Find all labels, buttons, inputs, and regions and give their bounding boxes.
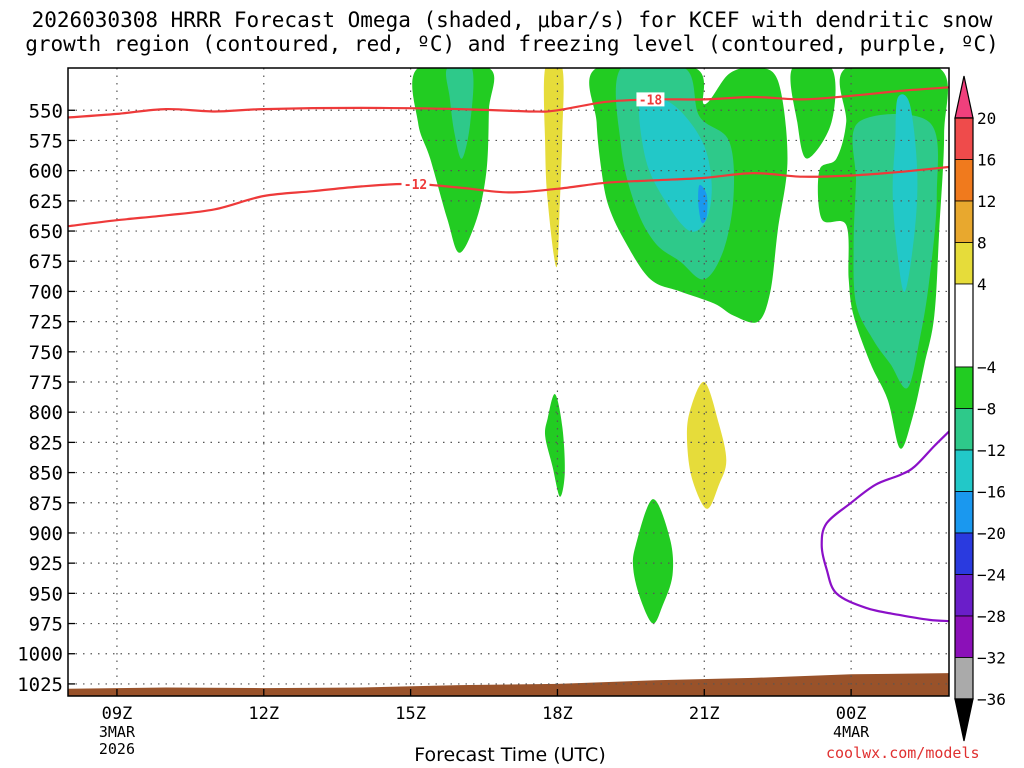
y-tick-label: 925 [29, 553, 63, 575]
y-tick-label: 950 [29, 583, 63, 605]
colorbar-band [954, 283, 974, 368]
colorbar-label: −24 [977, 566, 1006, 585]
y-tick-label: 875 [29, 493, 63, 515]
omega-area-21z-green-right [790, 68, 836, 159]
colorbar-band [954, 657, 974, 700]
x-tick-label: 09Z [102, 704, 133, 724]
colorbar: 20 16 12 8 4 −4 −8 −12 −16 −20 −24 −28 −32 −36 [954, 75, 1006, 742]
colorbar-band [954, 366, 974, 409]
colorbar-band [954, 615, 974, 658]
y-tick-label: 700 [29, 281, 63, 303]
y-tick-label: 825 [29, 432, 63, 454]
colorbar-label: 12 [977, 192, 996, 211]
colorbar-band [954, 117, 974, 160]
isotherm-label: -18 [639, 93, 663, 108]
isotherm-label: -12 [404, 178, 427, 193]
colorbar-band [954, 532, 974, 575]
colorbar-label: 8 [977, 234, 987, 253]
colorbar-bottom-arrow [954, 698, 974, 742]
y-tick-label: 900 [29, 523, 63, 545]
y-tick-label: 975 [29, 614, 63, 636]
y-tick-label: 600 [29, 161, 63, 183]
colorbar-label: 16 [977, 151, 996, 170]
isotherm-minus12c [68, 165, 949, 228]
chart-title: 2026030308 HRRR Forecast Omega (shaded, … [25, 8, 999, 56]
terrain-fill [68, 673, 949, 696]
y-tick-label: 1000 [17, 644, 63, 666]
y-tick-label: 650 [29, 221, 63, 243]
colorbar-band [954, 408, 974, 451]
colorbar-frame [954, 117, 974, 700]
y-tick-label: 725 [29, 312, 63, 334]
colorbar-band [954, 159, 974, 202]
y-tick-label: 750 [29, 342, 63, 364]
y-tick-label: 575 [29, 130, 63, 152]
colorbar-label: −32 [977, 649, 1006, 668]
colorbar-label: −8 [977, 400, 996, 419]
isotherm-contours: -18 -12 [68, 86, 949, 623]
omega-area-18z-low-green [544, 394, 565, 497]
omega-area-15z-teal [445, 68, 474, 159]
x-tick-label: 00Z [836, 704, 867, 724]
omega-area-21z-low-yellow [686, 381, 727, 509]
x-axis-title: Forecast Time (UTC) [414, 744, 606, 766]
colorbar-label: −28 [977, 607, 1006, 626]
site-credit[interactable]: coolwx.com/models [826, 744, 980, 762]
omega-shading [412, 68, 948, 624]
y-tick-label: 625 [29, 191, 63, 213]
isotherm-label-bg [401, 176, 430, 191]
x-tick-label: 15Z [395, 704, 426, 724]
omega-area-00z-cyan [892, 94, 918, 292]
y-tick-label: 800 [29, 402, 63, 424]
x-tick-label: 12Z [248, 704, 279, 724]
y-tick-label: 1025 [17, 674, 63, 696]
freezing-level-contour [820, 430, 949, 623]
colorbar-band [954, 491, 974, 534]
colorbar-band [954, 200, 974, 243]
isotherm-minus18c [68, 86, 949, 119]
y-tick-label: 850 [29, 463, 63, 485]
omega-area-18z-yellow [543, 68, 564, 268]
x-tick-label: 21Z [689, 704, 720, 724]
omega-area-21z-blue [698, 184, 708, 224]
colorbar-label: −4 [977, 358, 996, 377]
plot-background [68, 68, 949, 696]
colorbar-label: 4 [977, 275, 987, 294]
x-tick-date: 4MAR [833, 723, 870, 741]
x-tick-year: 2026 [99, 740, 135, 758]
colorbar-label: −36 [977, 690, 1006, 709]
omega-area-15z-green [412, 68, 495, 253]
colorbar-band [954, 449, 974, 492]
terrain-area [68, 673, 949, 696]
colorbar-band [954, 242, 974, 285]
colorbar-label: 20 [977, 109, 996, 128]
x-tick-label: 18Z [542, 704, 573, 724]
y-tick-label: 775 [29, 372, 63, 394]
omega-area-20z-cyan [638, 94, 712, 232]
y-axis: 550 575 600 625 650 675 700 725 750 775 800 825 850 8… [17, 100, 75, 696]
colorbar-label: −12 [977, 441, 1006, 460]
y-tick-label: 550 [29, 100, 63, 122]
colorbar-label: −20 [977, 524, 1006, 543]
isotherm-label-bg [636, 92, 665, 107]
y-tick-label: 675 [29, 251, 63, 273]
colorbar-band [954, 574, 974, 617]
omega-area-20z-low-green [632, 499, 674, 624]
colorbar-label: −16 [977, 483, 1006, 502]
colorbar-top-arrow [954, 75, 974, 119]
x-tick-date: 3MAR [99, 723, 136, 741]
